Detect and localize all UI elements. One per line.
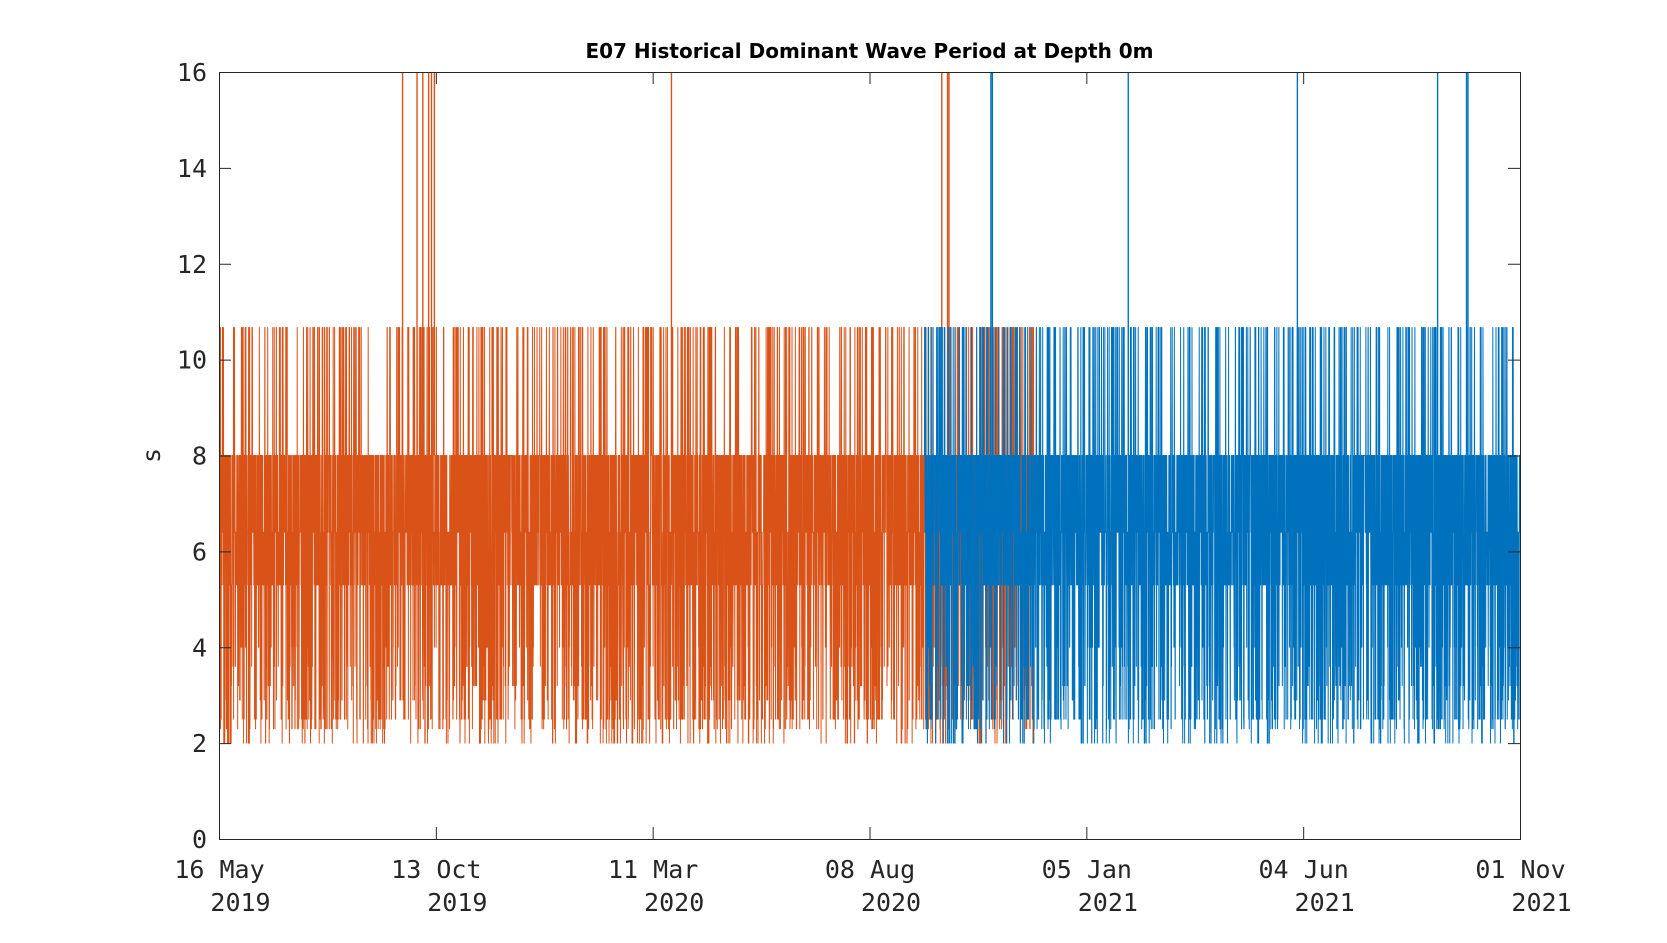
x-tick-label-date: 08 Aug [825,855,915,884]
x-tick-label-date: 05 Jan [1042,855,1132,884]
x-tick-label-year: 2021 [1511,888,1571,917]
x-tick-label-year: 2020 [861,888,921,917]
y-tick-label: 10 [177,346,207,375]
x-tick-label-year: 2021 [1078,888,1138,917]
y-tick-label: 4 [192,633,207,662]
x-tick-label-year: 2019 [427,888,487,917]
x-tick-label-date: 11 Mar [608,855,698,884]
y-tick-label: 0 [192,825,207,854]
y-tick-label: 6 [192,537,207,566]
chart-title: E07 Historical Dominant Wave Period at D… [585,39,1153,63]
x-tick-label-date: 01 Nov [1475,855,1565,884]
y-tick-label: 14 [177,154,207,183]
x-tick-label-year: 2020 [644,888,704,917]
y-tick-label: 8 [192,442,207,471]
y-axis-label: s [137,448,166,463]
series-2-line [923,327,1521,744]
y-tick-label: 12 [177,250,207,279]
y-tick-label: 2 [192,729,207,758]
x-tick-label-year: 2021 [1295,888,1355,917]
ticks-layer: 0 2 4 6 8 10 12 14 16 16 May 2019 13 Oct 2019 11 Mar 2… [174,58,1571,917]
x-tick-label-year: 2019 [210,888,270,917]
x-tick-label-date: 16 May [174,855,264,884]
series-1-line [218,327,1035,744]
series-layer [218,72,1521,744]
x-tick-label-date: 04 Jun [1259,855,1349,884]
y-tick-label: 16 [177,58,207,87]
x-tick-label-date: 13 Oct [391,855,481,884]
